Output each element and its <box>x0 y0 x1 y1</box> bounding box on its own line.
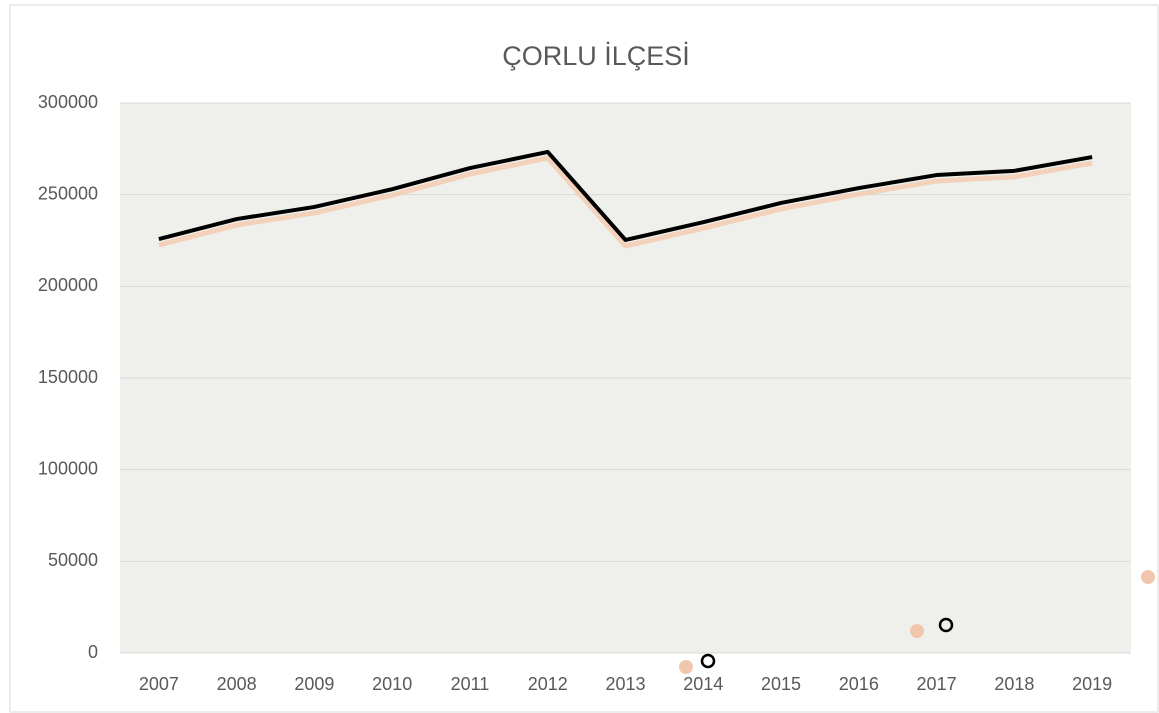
x-tick-label: 2013 <box>605 674 645 694</box>
x-tick-label: 2008 <box>217 674 257 694</box>
line <box>158 149 1093 242</box>
x-tick-label: 2016 <box>839 674 879 694</box>
x-tick-label: 2014 <box>683 674 723 694</box>
x-tick-label: 2012 <box>528 674 568 694</box>
y-tick-label: 0 <box>88 642 98 662</box>
y-tick-label: 50000 <box>48 550 98 570</box>
x-tick-label: 2009 <box>294 674 334 694</box>
decor-dot <box>910 624 924 638</box>
decor-dot <box>679 660 693 674</box>
x-tick-label: 2018 <box>994 674 1034 694</box>
y-tick-label: 100000 <box>38 458 98 478</box>
x-tick-label: 2011 <box>451 674 490 694</box>
y-tick-label: 150000 <box>38 367 98 387</box>
y-tick-label: 200000 <box>38 275 98 295</box>
x-tick-label: 2017 <box>917 674 957 694</box>
decor-ring <box>938 617 954 633</box>
y-tick-label: 300000 <box>38 92 98 112</box>
decor-dot <box>1141 570 1155 584</box>
y-tick-label: 250000 <box>38 183 98 203</box>
x-tick-label: 2010 <box>372 674 412 694</box>
decor-ring <box>700 653 716 669</box>
x-tick-label: 2019 <box>1072 674 1112 694</box>
line-shadow <box>158 155 1093 249</box>
x-tick-label: 2015 <box>761 674 801 694</box>
chart-title: ÇORLU İLÇESİ <box>502 40 690 71</box>
x-tick-label: 2007 <box>139 674 179 694</box>
